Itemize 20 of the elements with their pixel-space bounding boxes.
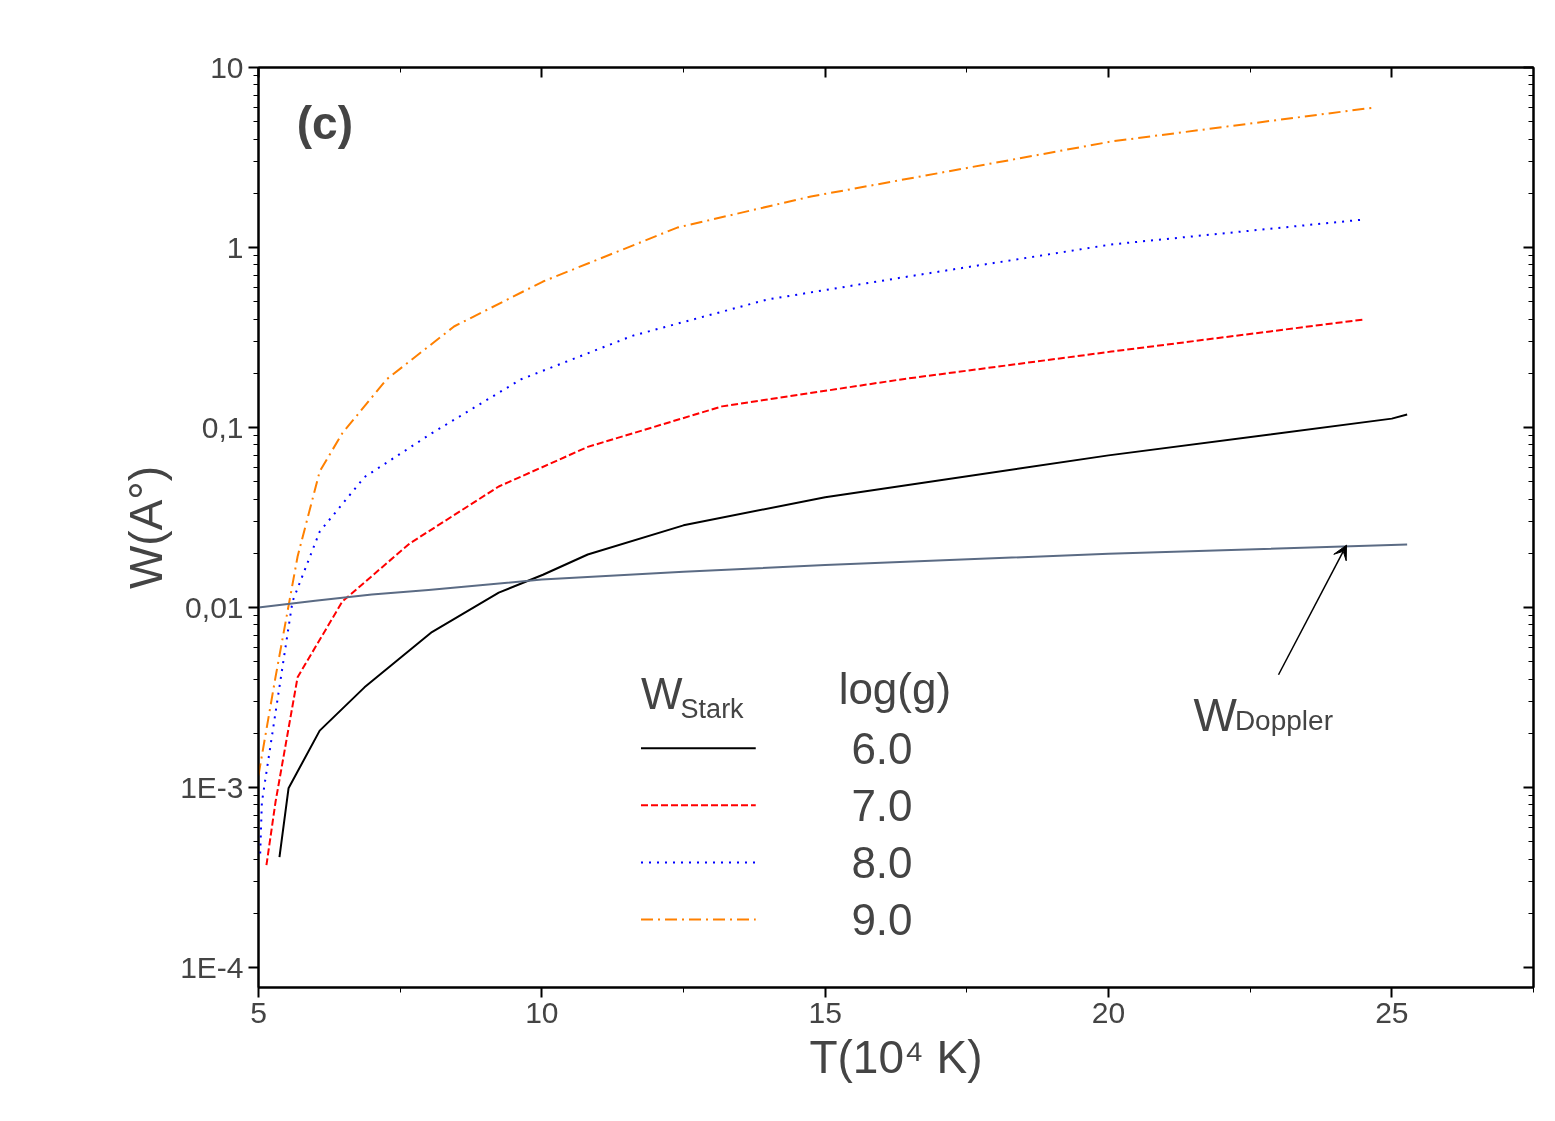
- y-tick-label: 0,1: [201, 410, 244, 444]
- legend-label: 8.0: [851, 837, 913, 887]
- y-tick-label: 1E-4: [180, 950, 244, 984]
- x-tick-label: 15: [808, 995, 842, 1029]
- x-tick-label: 25: [1375, 995, 1409, 1029]
- x-axis-title: T(10⁴ K): [809, 1030, 983, 1083]
- legend-label: 6.0: [851, 723, 913, 773]
- legend-label: 7.0: [851, 780, 913, 830]
- y-tick-label: 1E-3: [180, 770, 244, 804]
- legend-title: log(g): [838, 664, 952, 713]
- y-tick-label: 0,01: [185, 590, 244, 624]
- y-tick-label: 1: [226, 230, 244, 264]
- legend-label: 9.0: [851, 894, 913, 944]
- x-tick-label: 10: [525, 995, 559, 1029]
- x-tick-label: 5: [250, 995, 267, 1029]
- annotation: (c): [296, 96, 353, 149]
- x-tick-label: 20: [1091, 995, 1126, 1029]
- y-tick-label: 10: [210, 51, 244, 84]
- y-axis-title: W(A°): [120, 465, 173, 590]
- annotation: WDoppler: [1193, 689, 1333, 742]
